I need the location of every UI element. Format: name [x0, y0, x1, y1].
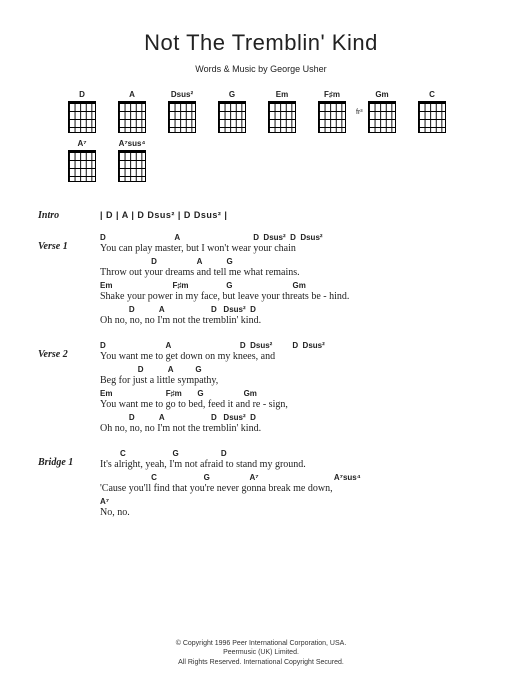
copyright-line: Peermusic (UK) Limited.: [0, 648, 522, 658]
chord-grid: [68, 101, 96, 133]
lyric-line: C G DIt's alright, yeah, I'm not afraid …: [100, 449, 484, 471]
chord-row: Em F♯m G Gm: [100, 389, 257, 399]
chord-row: D A D Dsus² D: [100, 305, 256, 315]
lyric-line: D A GThrow out your dreams and tell me w…: [100, 257, 484, 279]
chord-grid: [218, 101, 246, 133]
lyric-text: Shake your power in my face, but leave y…: [100, 291, 484, 303]
chord-diagram: F♯m: [312, 90, 352, 133]
chord-diagrams-row: DADsus²GEmF♯mGmfr³CA⁷A⁷sus⁴: [38, 90, 484, 182]
chord-row: C G D: [100, 449, 227, 459]
song-subtitle: Words & Music by George Usher: [38, 64, 484, 74]
intro-chord-line: | D | A | D Dsus² | D Dsus² |: [100, 202, 484, 221]
section-body: D A D Dsus² D Dsus²You want me to get do…: [100, 341, 484, 437]
chord-diagram-name: C: [429, 90, 435, 99]
chord-diagram-name: Em: [276, 90, 288, 99]
lyric-text: It's alright, yeah, I'm not afraid to st…: [100, 459, 484, 471]
chord-diagram: A: [112, 90, 152, 133]
chord-diagram-name: G: [229, 90, 235, 99]
chord-grid: [418, 101, 446, 133]
section-label: Bridge 1: [38, 449, 100, 521]
section-label: Intro: [38, 202, 100, 221]
chord-row: D A D Dsus² D: [100, 413, 256, 423]
chord-grid: [118, 150, 146, 182]
copyright-block: © Copyright 1996 Peer International Corp…: [0, 639, 522, 668]
chord-row: D A D Dsus² D Dsus²: [100, 341, 325, 351]
chord-diagram-name: A: [129, 90, 135, 99]
lyric-text: Throw out your dreams and tell me what r…: [100, 267, 484, 279]
section-label: Verse 1: [38, 233, 100, 329]
chord-diagram: D: [62, 90, 102, 133]
lyric-line: Em F♯m G GmShake your power in my face, …: [100, 281, 484, 303]
chord-diagram: A⁷: [62, 139, 102, 182]
copyright-line: © Copyright 1996 Peer International Corp…: [0, 639, 522, 649]
lyric-text: 'Cause you'll find that you're never gon…: [100, 483, 484, 495]
lyric-text: Beg for just a little sympathy,: [100, 375, 484, 387]
section-label: Verse 2: [38, 341, 100, 437]
chord-row: C G A⁷ A⁷sus⁴: [100, 473, 361, 483]
lyric-text: You can play master, but I won't wear yo…: [100, 243, 484, 255]
chord-diagram-name: A⁷sus⁴: [119, 139, 146, 148]
lyric-text: You want me to go to bed, feed it and re…: [100, 399, 484, 411]
section: Verse 2D A D Dsus² D Dsus²You want me to…: [38, 341, 484, 437]
section: Bridge 1 C G DIt's alright, yeah, I'm no…: [38, 449, 484, 521]
lyric-text: Oh no, no, no I'm not the tremblin' kind…: [100, 423, 484, 435]
chord-diagram-name: Gm: [375, 90, 388, 99]
section-body: D A D Dsus² D Dsus²You can play master, …: [100, 233, 484, 329]
chord-grid: [268, 101, 296, 133]
chord-row: D A G: [100, 257, 233, 267]
lyric-line: D A D Dsus² D Dsus²You can play master, …: [100, 233, 484, 255]
chord-grid: [318, 101, 346, 133]
chord-diagram-name: Dsus²: [171, 90, 193, 99]
chord-diagram: A⁷sus⁴: [112, 139, 152, 182]
chord-diagram: G: [212, 90, 252, 133]
lyric-line: D A D Dsus² DOh no, no, no I'm not the t…: [100, 413, 484, 435]
chord-grid: [168, 101, 196, 133]
lyric-line: D A D Dsus² DOh no, no, no I'm not the t…: [100, 305, 484, 327]
fret-label: fr³: [356, 109, 363, 116]
chord-diagram: Dsus²: [162, 90, 202, 133]
copyright-line: All Rights Reserved. International Copyr…: [0, 658, 522, 668]
lyric-line: D A GBeg for just a little sympathy,: [100, 365, 484, 387]
chord-row: D A D Dsus² D Dsus²: [100, 233, 323, 243]
chord-diagram: Gmfr³: [362, 90, 402, 133]
chord-diagram-name: A⁷: [77, 139, 86, 148]
lyric-text: You want me to get down on my knees, and: [100, 351, 484, 363]
chord-diagram: Em: [262, 90, 302, 133]
lyric-line: A⁷No, no.: [100, 497, 484, 519]
chord-row: A⁷: [100, 497, 109, 507]
chord-grid: [118, 101, 146, 133]
chord-diagram: C: [412, 90, 452, 133]
chord-row: Em F♯m G Gm: [100, 281, 306, 291]
lyric-line: D A D Dsus² D Dsus²You want me to get do…: [100, 341, 484, 363]
chord-row: D A G: [100, 365, 202, 375]
lyric-text: No, no.: [100, 507, 484, 519]
chord-diagram-name: F♯m: [324, 90, 340, 99]
lyric-line: Em F♯m G GmYou want me to go to bed, fee…: [100, 389, 484, 411]
section: Verse 1D A D Dsus² D Dsus²You can play m…: [38, 233, 484, 329]
lyric-line: C G A⁷ A⁷sus⁴'Cause you'll find that you…: [100, 473, 484, 495]
chord-grid: [68, 150, 96, 182]
lyric-text: Oh no, no, no I'm not the tremblin' kind…: [100, 315, 484, 327]
section: Intro| D | A | D Dsus² | D Dsus² |: [38, 202, 484, 221]
chord-diagram-name: D: [79, 90, 85, 99]
section-body: C G DIt's alright, yeah, I'm not afraid …: [100, 449, 484, 521]
section-body: | D | A | D Dsus² | D Dsus² |: [100, 202, 484, 221]
chord-grid: [368, 101, 396, 133]
song-title: Not The Tremblin' Kind: [38, 30, 484, 56]
